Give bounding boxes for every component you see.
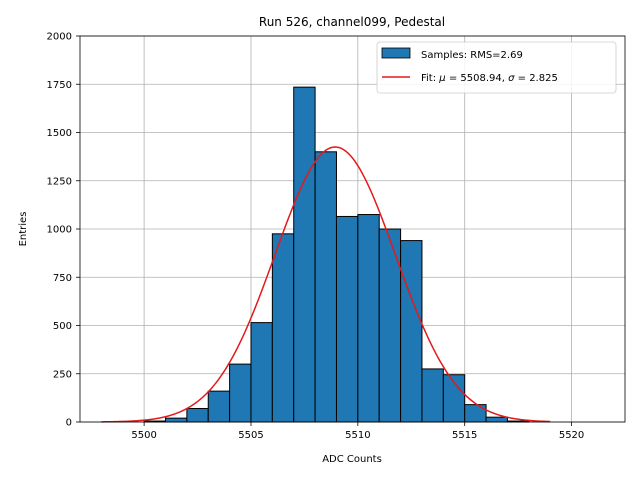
histogram-bar (400, 240, 423, 423)
y-tick-label: 1000 (47, 225, 72, 236)
histogram-bars (143, 86, 530, 423)
histogram-bar (378, 228, 402, 423)
histogram-bar (485, 416, 508, 423)
y-tick-label: 2000 (47, 32, 72, 43)
histogram-bar (186, 407, 209, 423)
legend-fit-sigma-symbol: σ (508, 73, 515, 84)
histogram-bar (164, 417, 188, 423)
fit-curve (101, 146, 551, 423)
legend-box (376, 41, 617, 94)
y-tick-label: 1750 (47, 80, 72, 91)
histogram-bar (293, 86, 316, 423)
histogram-bar (314, 151, 337, 423)
legend-samples-label: Samples: RMS=2.69 (421, 50, 523, 61)
legend-fit-prefix: Fit: (421, 73, 439, 84)
y-tick-label: 500 (53, 321, 72, 332)
x-tick-label: 5505 (238, 430, 263, 441)
legend-fit-mu-symbol: μ (438, 73, 445, 84)
histogram-bar (421, 368, 444, 423)
histogram-bar (229, 363, 252, 423)
histogram-bar (250, 322, 273, 423)
histogram-bar (464, 404, 487, 423)
y-tick-label: 750 (53, 273, 72, 284)
histogram-bar (271, 233, 295, 423)
y-tick-label: 1500 (47, 128, 72, 139)
legend-fit-mid: = 5508.94, (446, 73, 508, 84)
legend-samples-swatch (381, 47, 411, 59)
y-tick-label: 250 (53, 369, 72, 380)
x-axis-ticks: 5500 5505 5510 5515 5520 (131, 422, 584, 441)
chart-title: Run 526, channel099, Pedestal (259, 15, 445, 29)
legend: Samples: RMS=2.69 Fit: μ = 5508.94, σ = … (376, 41, 617, 94)
histogram-bar (357, 214, 380, 423)
histogram-bar (207, 390, 231, 423)
histogram-bar (335, 215, 359, 423)
y-axis-ticks: 0 250 500 750 1000 1250 1500 1750 2000 (47, 32, 80, 429)
x-axis-label: ADC Counts (322, 454, 382, 465)
x-tick-label: 5510 (345, 430, 370, 441)
y-tick-label: 1250 (47, 176, 72, 187)
legend-fit-label: Fit: μ = 5508.94, σ = 2.825 (421, 73, 558, 84)
y-tick-label: 0 (66, 418, 72, 429)
x-tick-label: 5515 (452, 430, 477, 441)
y-axis-label: Entries (18, 212, 29, 247)
x-tick-label: 5500 (131, 430, 156, 441)
x-tick-label: 5520 (559, 430, 584, 441)
legend-fit-suffix: = 2.825 (514, 73, 557, 84)
